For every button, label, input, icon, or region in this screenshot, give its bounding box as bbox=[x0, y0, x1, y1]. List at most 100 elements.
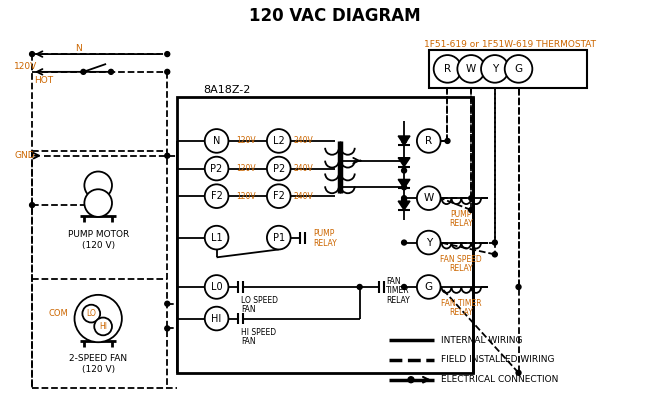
Circle shape bbox=[205, 157, 228, 181]
Text: 120V: 120V bbox=[237, 191, 256, 201]
Bar bbox=[429, 50, 587, 88]
Text: FIELD INSTALLED WIRING: FIELD INSTALLED WIRING bbox=[441, 355, 554, 365]
Text: PUMP: PUMP bbox=[314, 229, 335, 238]
Polygon shape bbox=[398, 136, 410, 145]
Text: L2: L2 bbox=[273, 136, 285, 146]
Circle shape bbox=[267, 157, 291, 181]
Text: GND: GND bbox=[14, 151, 35, 160]
Circle shape bbox=[401, 158, 407, 163]
Circle shape bbox=[401, 198, 407, 203]
Text: (120 V): (120 V) bbox=[82, 241, 115, 250]
Text: RELAY: RELAY bbox=[387, 296, 410, 305]
Circle shape bbox=[445, 138, 450, 143]
Text: 2-SPEED FAN: 2-SPEED FAN bbox=[69, 354, 127, 364]
Text: LO: LO bbox=[86, 309, 96, 318]
Bar bbox=[177, 96, 473, 373]
Circle shape bbox=[408, 377, 414, 383]
Text: P2: P2 bbox=[273, 163, 285, 173]
Text: FAN TIMER: FAN TIMER bbox=[441, 299, 482, 308]
Circle shape bbox=[417, 275, 441, 299]
Text: FAN: FAN bbox=[241, 337, 256, 346]
Polygon shape bbox=[398, 158, 410, 167]
Text: R: R bbox=[425, 136, 432, 146]
Text: N: N bbox=[75, 44, 82, 53]
Text: RELAY: RELAY bbox=[450, 264, 473, 273]
Text: RELAY: RELAY bbox=[314, 239, 337, 248]
Circle shape bbox=[417, 186, 441, 210]
Text: G: G bbox=[515, 64, 523, 74]
Text: P2: P2 bbox=[210, 163, 222, 173]
Text: W: W bbox=[466, 64, 476, 74]
Text: RELAY: RELAY bbox=[450, 219, 473, 228]
Text: INTERNAL WIRING: INTERNAL WIRING bbox=[441, 336, 522, 345]
Circle shape bbox=[401, 240, 407, 245]
Circle shape bbox=[516, 285, 521, 290]
Circle shape bbox=[401, 196, 407, 201]
Circle shape bbox=[469, 207, 474, 212]
Circle shape bbox=[469, 196, 474, 201]
Circle shape bbox=[267, 184, 291, 208]
Circle shape bbox=[205, 129, 228, 153]
Text: (120 V): (120 V) bbox=[82, 365, 115, 374]
Circle shape bbox=[205, 226, 228, 249]
Circle shape bbox=[417, 231, 441, 254]
Text: HI: HI bbox=[212, 313, 222, 323]
Circle shape bbox=[84, 189, 112, 217]
Text: HI: HI bbox=[99, 322, 107, 331]
Circle shape bbox=[401, 285, 407, 290]
Circle shape bbox=[165, 301, 170, 306]
Text: FAN: FAN bbox=[241, 305, 256, 314]
Circle shape bbox=[205, 307, 228, 330]
Circle shape bbox=[401, 168, 407, 173]
Circle shape bbox=[205, 275, 228, 299]
Text: 120V: 120V bbox=[237, 164, 256, 173]
Text: Y: Y bbox=[425, 238, 432, 248]
Text: R: R bbox=[444, 64, 451, 74]
Text: 120 VAC DIAGRAM: 120 VAC DIAGRAM bbox=[249, 7, 421, 25]
Circle shape bbox=[401, 185, 407, 190]
Circle shape bbox=[492, 252, 497, 257]
Circle shape bbox=[433, 55, 462, 83]
Polygon shape bbox=[398, 179, 410, 188]
Text: LO SPEED: LO SPEED bbox=[241, 296, 278, 305]
Text: 240V: 240V bbox=[293, 164, 314, 173]
Circle shape bbox=[165, 70, 170, 74]
Text: N: N bbox=[213, 136, 220, 146]
Circle shape bbox=[481, 55, 509, 83]
Text: COM: COM bbox=[49, 309, 68, 318]
Text: 8A18Z-2: 8A18Z-2 bbox=[203, 85, 250, 95]
Circle shape bbox=[267, 129, 291, 153]
Text: L0: L0 bbox=[211, 282, 222, 292]
Text: Y: Y bbox=[492, 64, 498, 74]
Text: F2: F2 bbox=[210, 191, 222, 201]
Circle shape bbox=[84, 171, 112, 199]
Circle shape bbox=[357, 285, 362, 290]
Text: ELECTRICAL CONNECTION: ELECTRICAL CONNECTION bbox=[441, 375, 558, 384]
Circle shape bbox=[165, 153, 170, 158]
Circle shape bbox=[458, 55, 485, 83]
Text: PUMP: PUMP bbox=[451, 210, 472, 220]
Text: L1: L1 bbox=[211, 233, 222, 243]
Text: P1: P1 bbox=[273, 233, 285, 243]
Text: 240V: 240V bbox=[293, 191, 314, 201]
Text: FAN SPEED: FAN SPEED bbox=[440, 255, 482, 264]
Circle shape bbox=[109, 70, 113, 74]
Circle shape bbox=[82, 305, 100, 323]
Circle shape bbox=[81, 70, 86, 74]
Circle shape bbox=[267, 226, 291, 249]
Circle shape bbox=[205, 184, 228, 208]
Text: HOT: HOT bbox=[34, 76, 53, 85]
Polygon shape bbox=[398, 201, 410, 210]
Circle shape bbox=[505, 55, 533, 83]
Circle shape bbox=[165, 52, 170, 57]
Circle shape bbox=[29, 203, 35, 207]
Text: RELAY: RELAY bbox=[450, 308, 473, 317]
Text: HI SPEED: HI SPEED bbox=[241, 328, 277, 337]
Circle shape bbox=[94, 318, 112, 335]
Circle shape bbox=[401, 138, 407, 143]
Text: F2: F2 bbox=[273, 191, 285, 201]
Circle shape bbox=[165, 326, 170, 331]
Text: FAN: FAN bbox=[387, 277, 401, 285]
Text: 1F51-619 or 1F51W-619 THERMOSTAT: 1F51-619 or 1F51W-619 THERMOSTAT bbox=[423, 40, 596, 49]
Text: PUMP MOTOR: PUMP MOTOR bbox=[68, 230, 129, 239]
